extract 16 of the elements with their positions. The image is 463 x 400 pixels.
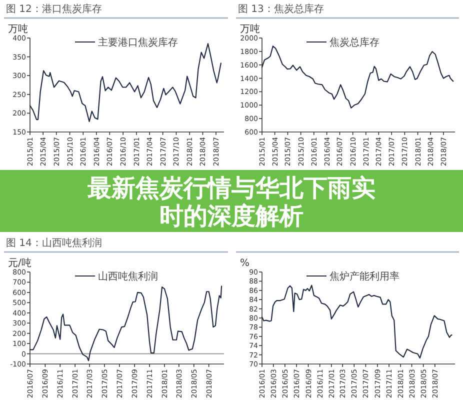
chart-title: 图 13：焦炭总库存 [238,3,324,15]
text: 最新焦炭行情与华北下雨实时的深度解析 [86,174,376,230]
chart-title: 图 14：山西吨焦利润 [6,237,102,249]
y-axis-title: % [240,258,250,269]
y-axis-title: 万吨 [8,23,28,35]
legend: 山西吨焦利润 [75,272,158,282]
legend-label: 焦炭总库存 [330,36,380,48]
legend-label: 主要港口焦炭库存 [98,36,178,48]
y-axis-title: 元/吨 [8,257,32,269]
legend-label: 山西吨焦利润 [98,270,158,282]
legend: 主要港口焦炭库存 [75,38,178,48]
legend: 焦炉产能利用率 [306,272,400,282]
chart-title: 图 12：港口焦炭库存 [6,3,102,15]
legend: 焦炭总库存 [306,38,380,48]
y-axis-title: 万吨 [240,23,260,35]
legend-label: 焦炉产能利用率 [330,270,400,282]
